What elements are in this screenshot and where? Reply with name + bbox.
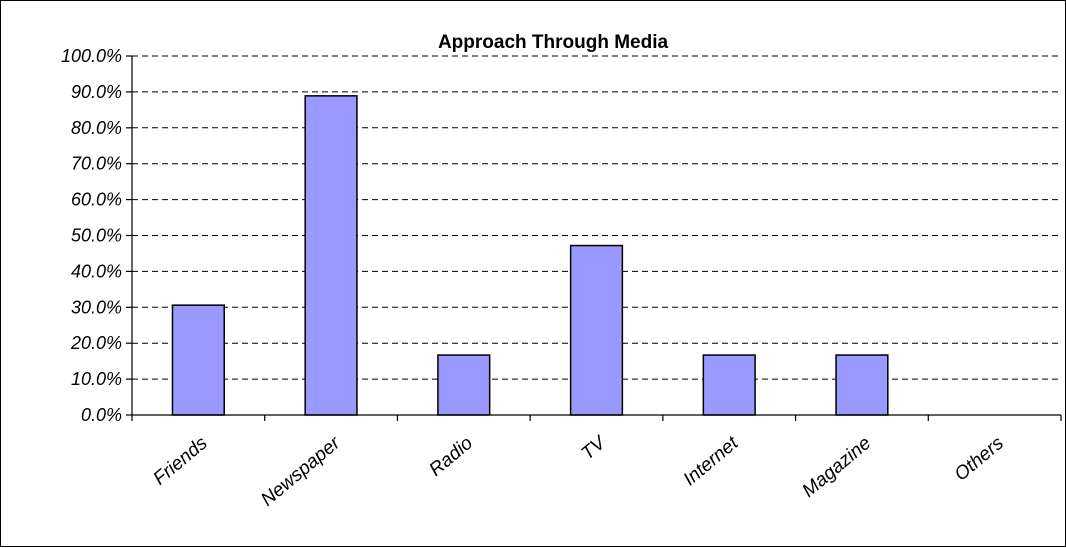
y-tick-label: 40.0% bbox=[71, 261, 122, 281]
y-tick-label: 30.0% bbox=[71, 297, 122, 317]
bar-tv bbox=[569, 244, 624, 416]
y-tick-label: 100.0% bbox=[61, 46, 122, 66]
gridlines bbox=[132, 55, 1061, 380]
bar-radio bbox=[437, 354, 491, 416]
y-tick-label: 70.0% bbox=[71, 154, 122, 174]
x-axis-labels: Friends Newspaper Radio TV Internet Magazine O… bbox=[150, 431, 1009, 510]
x-category-label: Friends bbox=[150, 432, 212, 489]
x-category-label: TV bbox=[578, 431, 612, 464]
y-tick-label: 20.0% bbox=[70, 333, 122, 353]
x-category-label: Others bbox=[951, 432, 1009, 485]
y-tick-label: 50.0% bbox=[71, 226, 122, 246]
y-tick-label: 0.0% bbox=[81, 405, 122, 425]
bar-internet bbox=[702, 354, 756, 416]
axes bbox=[131, 56, 1062, 421]
x-category-label: Newspaper bbox=[257, 432, 345, 510]
x-category-label: Magazine bbox=[799, 433, 876, 502]
bar-newspaper bbox=[304, 95, 358, 416]
y-axis-ticks: 0.0% 10.0% 20.0% 30.0% 40.0% 50.0% 60.0% 70.0% 8… bbox=[61, 46, 132, 425]
chart-title: Approach Through Media bbox=[438, 32, 669, 53]
y-tick-label: 80.0% bbox=[71, 118, 122, 138]
bar-friends bbox=[171, 304, 225, 416]
x-category-label: Internet bbox=[680, 432, 743, 490]
x-category-label: Radio bbox=[425, 433, 477, 481]
bars bbox=[171, 95, 889, 416]
y-tick-label: 60.0% bbox=[71, 190, 122, 210]
y-tick-label: 10.0% bbox=[71, 369, 122, 389]
y-tick-label: 90.0% bbox=[71, 82, 122, 102]
bar-magazine bbox=[835, 354, 889, 416]
